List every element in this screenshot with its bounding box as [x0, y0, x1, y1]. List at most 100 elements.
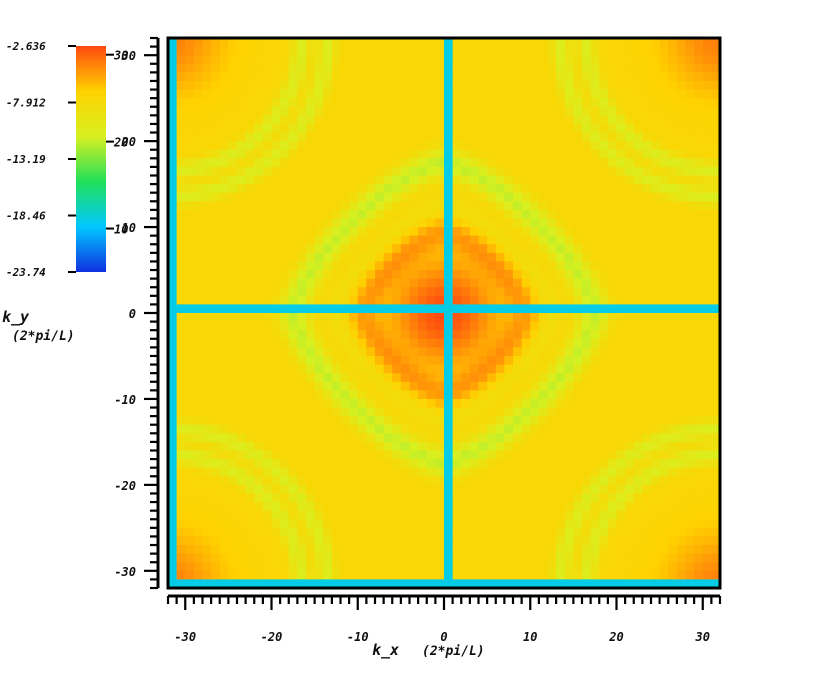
heatmap-cell: [340, 416, 350, 426]
heatmap-cell: [487, 313, 497, 323]
heatmap-cell: [547, 433, 557, 443]
heatmap-cell: [556, 252, 566, 263]
heatmap-cell: [418, 467, 428, 477]
heatmap-cell: [530, 484, 540, 495]
heatmap-cell: [357, 390, 367, 400]
heatmap-cell: [228, 235, 238, 245]
x-tick-label: -10: [347, 630, 369, 644]
heatmap-cell: [288, 553, 298, 563]
heatmap-cell: [469, 158, 480, 168]
heatmap-cell: [495, 141, 505, 151]
heatmap-cell: [659, 270, 669, 280]
heatmap-cell: [469, 63, 480, 73]
heatmap-cell: [607, 80, 618, 91]
heatmap-cell: [513, 519, 523, 529]
heatmap-cell: [219, 158, 229, 168]
heatmap-cell: [444, 115, 454, 125]
heatmap-cell: [530, 398, 540, 409]
heatmap-cell: [271, 209, 281, 220]
heatmap-cell: [702, 270, 712, 280]
heatmap-cell: [349, 390, 359, 400]
heatmap-cell: [185, 381, 195, 391]
heatmap-cell: [651, 519, 661, 529]
heatmap-cell: [668, 493, 678, 503]
heatmap-cell: [582, 98, 592, 108]
heatmap-cell: [444, 158, 454, 168]
heatmap-cell: [435, 270, 445, 280]
heatmap-cell: [452, 459, 462, 469]
heatmap-cell: [538, 390, 549, 400]
heatmap-cell: [711, 46, 721, 56]
heatmap-cell: [469, 510, 480, 520]
heatmap-cell: [193, 192, 204, 202]
heatmap-cell: [547, 381, 557, 391]
heatmap-cell: [538, 89, 549, 99]
heatmap-cell: [461, 201, 471, 211]
heatmap-cell: [349, 373, 359, 383]
heatmap-cell: [633, 502, 643, 512]
heatmap-cell: [331, 338, 342, 348]
heatmap-cell: [426, 338, 436, 348]
heatmap-cell: [288, 364, 298, 374]
heatmap-cell: [461, 166, 471, 177]
heatmap-cell: [651, 218, 661, 228]
heatmap-cell: [461, 184, 471, 194]
heatmap-cell: [444, 364, 454, 374]
heatmap-cell: [185, 493, 195, 503]
heatmap-cell: [314, 536, 324, 546]
heatmap-cell: [625, 270, 635, 280]
heatmap-cell: [237, 519, 247, 529]
heatmap-cell: [237, 227, 247, 237]
heatmap-cell: [418, 46, 428, 56]
heatmap-cell: [599, 270, 609, 280]
heatmap-cell: [599, 364, 609, 374]
heatmap-cell: [547, 235, 557, 245]
heatmap-cell: [556, 106, 566, 116]
heatmap-cell: [245, 313, 255, 323]
heatmap-cell: [513, 476, 523, 486]
heatmap-cell: [513, 373, 523, 383]
heatmap-cell: [685, 321, 695, 331]
heatmap-cell: [418, 338, 428, 348]
heatmap-cell: [237, 115, 247, 125]
heatmap-cell: [607, 381, 618, 391]
heatmap-cell: [366, 63, 376, 73]
heatmap-cell: [193, 184, 204, 194]
heatmap-cell: [340, 80, 350, 91]
heatmap-cell: [538, 355, 549, 366]
heatmap-cell: [582, 313, 592, 323]
heatmap-cell: [297, 381, 307, 391]
heatmap-cell: [219, 459, 229, 469]
heatmap-cell: [694, 227, 704, 237]
heatmap-cell: [271, 390, 281, 400]
heatmap-cell: [444, 72, 454, 82]
heatmap-cell: [452, 252, 462, 263]
heatmap-cell: [633, 115, 643, 125]
heatmap-cell: [392, 338, 402, 348]
heatmap-cell: [297, 553, 307, 563]
heatmap-cell: [306, 373, 316, 383]
heatmap-cell: [400, 295, 411, 305]
heatmap-cell: [616, 132, 626, 142]
heatmap-cell: [702, 227, 712, 237]
heatmap-cell: [444, 570, 454, 580]
heatmap-cell: [426, 235, 436, 245]
heatmap-cell: [469, 347, 480, 357]
heatmap-cell: [633, 381, 643, 391]
heatmap-cell: [323, 55, 333, 65]
heatmap-cell: [323, 510, 333, 520]
heatmap-cell: [469, 38, 480, 48]
heatmap-cell: [556, 123, 566, 134]
heatmap-cell: [349, 252, 359, 263]
heatmap-cell: [228, 562, 238, 572]
heatmap-cell: [185, 424, 195, 434]
heatmap-cell: [211, 89, 221, 99]
heatmap-cell: [711, 123, 721, 134]
heatmap-cell: [219, 98, 229, 108]
heatmap-cell: [556, 209, 566, 220]
heatmap-cell: [357, 261, 367, 271]
heatmap-cell: [357, 106, 367, 116]
heatmap-cell: [564, 313, 574, 323]
heatmap-cell: [556, 502, 566, 512]
heatmap-cell: [504, 287, 514, 297]
